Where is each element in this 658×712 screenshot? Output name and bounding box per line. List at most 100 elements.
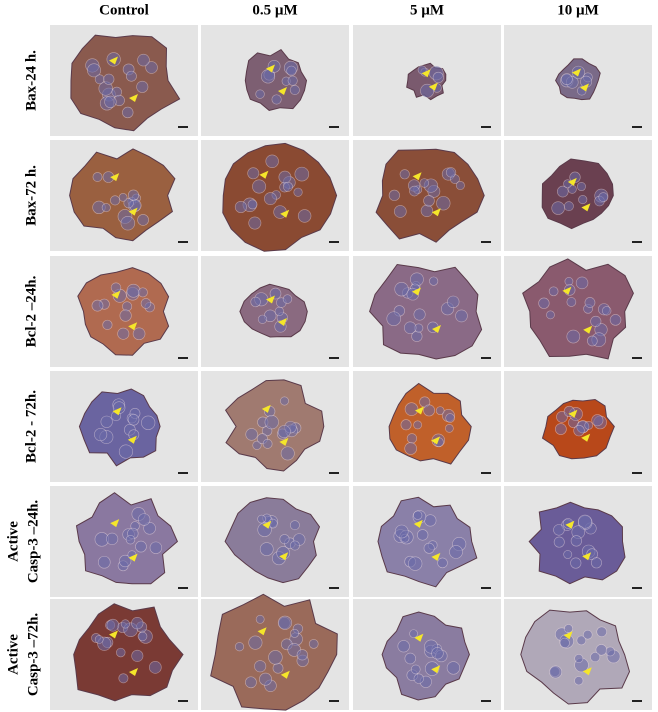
nucleus bbox=[119, 554, 132, 568]
arrow bbox=[412, 172, 422, 181]
nucleus bbox=[257, 514, 266, 524]
scale-bar bbox=[178, 241, 188, 243]
scale-bar bbox=[329, 700, 339, 702]
nucleus bbox=[110, 195, 121, 206]
nucleus bbox=[406, 433, 418, 444]
row-label: Bax-72 h. bbox=[23, 165, 39, 226]
nucleus bbox=[455, 309, 468, 323]
row-label: Bcl-2 - 72h. bbox=[23, 390, 39, 463]
nucleus bbox=[293, 187, 303, 197]
nucleus bbox=[106, 532, 119, 545]
micrograph bbox=[50, 25, 198, 136]
arrow bbox=[128, 322, 138, 331]
arrow bbox=[567, 177, 577, 186]
nucleus bbox=[143, 522, 156, 535]
nucleus bbox=[386, 311, 401, 326]
row-label: Bax-24 h. bbox=[23, 50, 39, 111]
arrow bbox=[266, 295, 275, 304]
nucleus bbox=[140, 298, 152, 309]
nucleus bbox=[125, 534, 136, 545]
nucleus bbox=[250, 296, 261, 308]
nucleus bbox=[559, 637, 570, 649]
nucleus bbox=[445, 167, 457, 178]
column-header: 10 µM bbox=[557, 2, 599, 18]
arrow bbox=[262, 520, 272, 529]
nucleus bbox=[410, 272, 424, 287]
nucleus bbox=[126, 283, 141, 298]
arrow bbox=[582, 667, 592, 676]
nucleus bbox=[296, 649, 308, 661]
nucleus bbox=[553, 524, 565, 536]
nucleus bbox=[576, 182, 586, 192]
scale-bar bbox=[632, 126, 642, 128]
nucleus bbox=[403, 321, 417, 334]
cell-cluster bbox=[70, 34, 181, 132]
nucleus bbox=[584, 420, 594, 430]
nucleus bbox=[234, 200, 247, 213]
nucleus bbox=[135, 540, 147, 553]
scale-bar bbox=[632, 357, 642, 359]
nucleus bbox=[549, 665, 563, 679]
arrow bbox=[562, 286, 572, 295]
arrow bbox=[266, 64, 275, 73]
nucleus bbox=[137, 287, 148, 298]
arrow bbox=[110, 519, 120, 528]
nucleus bbox=[117, 327, 130, 340]
nucleus bbox=[252, 440, 262, 450]
nucleus bbox=[551, 201, 565, 215]
scale-bar bbox=[178, 472, 188, 474]
nucleus bbox=[268, 650, 283, 665]
cell-cluster bbox=[381, 611, 470, 701]
row-label: Bcl-2 –24h. bbox=[23, 275, 39, 347]
micrograph bbox=[201, 371, 349, 482]
micrograph bbox=[353, 599, 501, 710]
arrow bbox=[127, 435, 137, 444]
arrow bbox=[112, 407, 122, 416]
arrow bbox=[563, 631, 573, 640]
nucleus bbox=[287, 75, 298, 86]
nucleus bbox=[548, 286, 559, 297]
nucleus bbox=[404, 652, 417, 665]
arrow bbox=[583, 325, 593, 334]
nucleus bbox=[423, 195, 435, 207]
arrow bbox=[128, 553, 138, 562]
arrow bbox=[421, 69, 431, 78]
nucleus bbox=[566, 297, 577, 307]
nucleus bbox=[123, 197, 134, 209]
nucleus bbox=[538, 297, 550, 309]
nucleus bbox=[94, 74, 105, 85]
nucleus bbox=[247, 167, 260, 180]
arrow bbox=[582, 552, 592, 561]
nucleus bbox=[136, 80, 149, 93]
nucleus bbox=[432, 71, 444, 84]
scale-bar bbox=[481, 241, 491, 243]
nucleus bbox=[590, 652, 601, 663]
nucleus bbox=[245, 428, 258, 441]
nucleus bbox=[119, 309, 132, 322]
nucleus bbox=[149, 541, 163, 554]
nucleus bbox=[574, 654, 584, 663]
nucleus bbox=[283, 181, 293, 192]
nucleus bbox=[279, 534, 290, 545]
nucleus bbox=[436, 196, 451, 211]
nucleus bbox=[409, 185, 420, 197]
nucleus bbox=[308, 639, 319, 649]
nucleus bbox=[578, 195, 588, 205]
column-header: 0.5 µM bbox=[252, 2, 297, 18]
nucleus bbox=[555, 423, 567, 435]
nucleus bbox=[118, 444, 134, 459]
arrow bbox=[412, 287, 421, 296]
nucleus bbox=[586, 335, 598, 347]
arrow bbox=[572, 68, 581, 77]
nucleus bbox=[97, 555, 111, 569]
micrograph bbox=[353, 256, 501, 367]
arrow bbox=[565, 520, 575, 529]
micrograph bbox=[201, 486, 349, 597]
nucleus bbox=[595, 644, 608, 656]
nucleus bbox=[400, 419, 412, 431]
arrow bbox=[278, 87, 287, 95]
nucleus bbox=[247, 199, 258, 210]
nucleus bbox=[289, 540, 300, 551]
nucleus bbox=[234, 642, 245, 652]
nucleus bbox=[125, 70, 137, 82]
